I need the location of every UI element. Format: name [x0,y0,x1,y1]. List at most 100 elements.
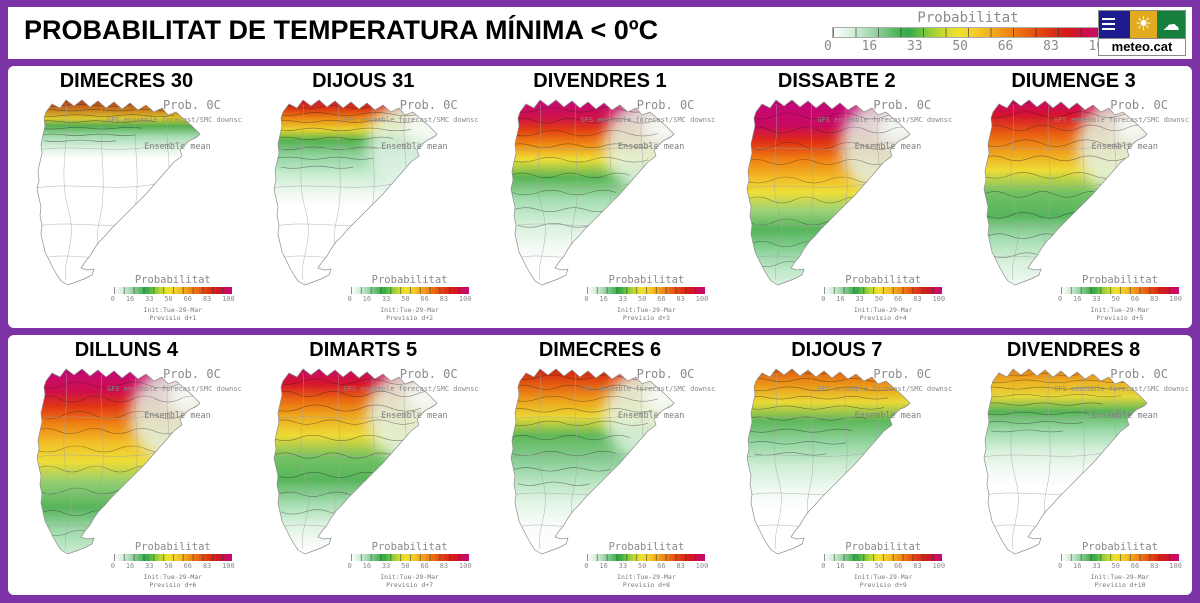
panel-colorbar-gradient [587,287,706,294]
forecast-panel: DIMARTS 5 Prob. 0C GFS ensemble forecast… [245,335,482,595]
prob-label: Prob. 0C [163,367,221,381]
tick-label: 83 [439,295,449,303]
tick-label: 50 [164,295,173,303]
forecast-panel: DIJOUS 7 Prob. 0C GFS ensemble forecast/… [718,335,955,595]
tick-label: 33 [906,39,923,54]
init-label: Init:Tue-29-Mar [1090,306,1150,314]
panel-day-title: DIVENDRES 1 [533,70,667,92]
tick-label: 83 [1150,562,1159,570]
panel-colorbar-gradient [113,554,232,561]
header-colorbar-title: Probabilitat [917,10,1019,26]
header-bar: PROBABILITAT DE TEMPERATURA MÍNIMA < 0ºC… [8,7,1192,59]
tick-label: 100 [932,295,946,303]
tick-label: 100 [222,295,235,303]
tick-label: 83 [1043,39,1059,54]
panel-colorbar-gradient [587,554,706,561]
tick-label: 33 [855,562,864,570]
tick-label: 0 [584,562,589,570]
tick-label: 50 [874,562,884,570]
previsio-label: Previsio d+10 [1094,581,1146,589]
catalonia-probability-map [983,99,1148,286]
tick-label: 83 [913,295,922,303]
menu-bars-icon [1099,11,1130,38]
init-label: Init:Tue-29-Mar [143,573,203,581]
header-colorbar-ticks: 0 16 33 50 66 83 100 [824,39,1112,54]
tick-label: 16 [599,295,608,303]
previsio-label: Previsio d+8 [622,581,670,589]
panel-colorbar-ticks: 0 16 33 50 66 83 100 [1058,562,1182,570]
panel-colorbar-ticks: 0 16 33 50 66 83 100 [1058,295,1182,303]
tick-label: 16 [836,295,845,303]
tick-label: 33 [1092,295,1101,303]
tick-label: 16 [599,562,608,570]
init-label: Init:Tue-29-Mar [1090,573,1150,581]
panel-colorbar-gradient [350,287,469,294]
prob-label: Prob. 0C [399,98,458,112]
tick-label: 100 [458,562,472,570]
panel-colorbar-gradient [824,287,943,294]
tick-label: 50 [164,562,173,570]
panel-colorbar-title: Probabilitat [134,274,211,286]
tick-label: 100 [1169,562,1182,570]
ensemble-mean-label: Ensemble mean [1091,411,1158,421]
panel-day-title: DIMARTS 5 [309,339,418,361]
panel-colorbar-ticks: 0 16 33 50 66 83 100 [821,295,945,303]
panel-day-title: DIVENDRES 8 [1006,339,1141,361]
panel-colorbar: Probabilitat 0 16 33 50 66 83 100 Init:Tue-29-… [584,541,708,589]
panel-colorbar: Probabilitat 0 16 33 50 66 83 100 Init:Tue-29-… [821,541,945,589]
forecast-panel: DIVENDRES 1 Prob. 0C GFS ensemble foreca… [482,66,719,328]
tick-label: 100 [695,295,709,303]
tick-label: 66 [183,562,193,570]
tick-label: 33 [381,295,391,303]
init-label: Init:Tue-29-Mar [853,306,913,314]
ensemble-mean-label: Ensemble mean [854,411,922,421]
panel-day-title: DILLUNS 4 [74,339,179,361]
prob-label: Prob. 0C [1110,367,1168,381]
tick-label: 0 [347,295,352,303]
model-label: GFS ensemble forecast/SMC downsc [343,385,479,393]
tick-label: 16 [362,295,372,303]
tick-label: 66 [657,295,666,303]
prob-label: Prob. 0C [399,367,458,381]
catalonia-probability-map [273,99,438,286]
model-label: GFS ensemble forecast/SMC downsc [106,385,242,393]
forecast-row-2: DILLUNS 4 Prob. 0C GFS ensemble forecast… [8,335,1192,595]
previsio-label: Previsio d+5 [1096,314,1144,322]
model-label: GFS ensemble forecast/SMC downsc [106,116,242,124]
logo-text: meteo.cat [1099,38,1185,55]
model-label: GFS ensemble forecast/SMC downsc [817,385,953,393]
tick-label: 66 [420,562,429,570]
tick-label: 0 [1057,295,1063,303]
previsio-label: Previsio d+7 [386,581,434,589]
panel-colorbar: Probabilitat 0 16 33 50 66 83 100 Init:Tue-29-… [348,541,472,589]
tick-label: 0 [1057,562,1063,570]
tick-label: 66 [893,562,903,570]
previsio-label: Previsio d+6 [149,581,197,589]
panel-colorbar-ticks: 0 16 33 50 66 83 100 [348,295,472,303]
forecast-row-1: DIMECRES 30 Prob. 0C GFS ensemble foreca… [8,66,1192,328]
panel-day-title: DIMECRES 6 [538,339,662,361]
header-colorbar-gradient [832,27,1104,38]
sun-icon: ☀ [1129,11,1158,38]
cloud-icon: ☁ [1157,11,1186,38]
tick-label: 50 [952,39,968,54]
tick-label: 0 [824,39,832,54]
prob-label: Prob. 0C [873,367,932,381]
init-label: Init:Tue-29-Mar [617,306,676,314]
model-label: GFS ensemble forecast/SMC downsc [580,385,716,393]
tick-label: 83 [676,295,685,303]
tick-label: 100 [695,562,709,570]
tick-label: 100 [1169,295,1182,303]
tick-label: 66 [1130,295,1140,303]
panel-colorbar: Probabilitat 0 16 33 50 66 83 100 Init:Tue-29-… [348,274,472,322]
init-label: Init:Tue-29-Mar [143,306,203,314]
tick-label: 66 [657,562,666,570]
panel-day-title: DIMECRES 30 [59,70,194,92]
tick-label: 83 [913,562,922,570]
previsio-label: Previsio d+2 [386,314,434,322]
tick-label: 16 [1073,562,1082,570]
panel-colorbar: Probabilitat 0 16 33 50 66 83 100 Init:Tue-29-… [1058,541,1182,589]
panel-day-title: DIJOUS 7 [791,339,883,361]
forecast-panel: DIUMENGE 3 Prob. 0C GFS ensemble forecas… [955,66,1192,328]
panel-colorbar: Probabilitat 0 16 33 50 66 83 100 Init:Tue-29-… [821,274,945,322]
